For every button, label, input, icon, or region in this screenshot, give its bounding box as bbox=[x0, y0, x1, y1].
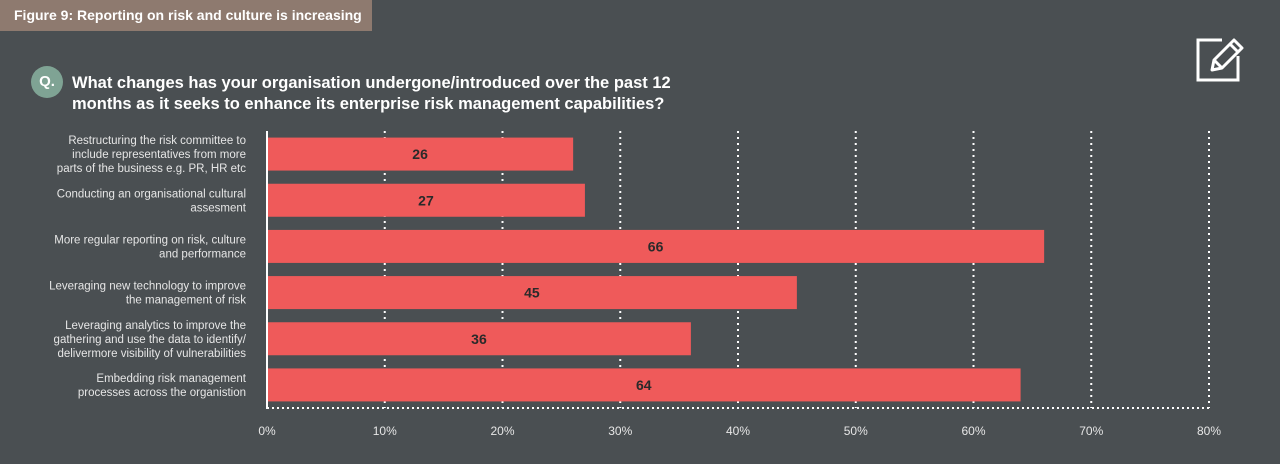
category-label-3-line-1: the management of risk bbox=[126, 295, 246, 307]
x-tick-label-8: 80% bbox=[1197, 424, 1221, 438]
bar-0 bbox=[268, 137, 574, 171]
x-tick-label-2: 20% bbox=[490, 424, 514, 438]
category-label-4-line-2: delivermore visibility of vulnerabilitie… bbox=[57, 348, 246, 360]
category-label-1-line-1: assesment bbox=[190, 202, 246, 214]
x-tick-label-0: 0% bbox=[258, 424, 276, 438]
bar-value-label-2: 66 bbox=[648, 238, 664, 254]
edit-pencil-icon bbox=[1196, 38, 1244, 82]
bar-value-label-3: 45 bbox=[524, 285, 540, 301]
category-label-5-line-1: processes across the organistion bbox=[78, 387, 246, 399]
bar-value-label-1: 27 bbox=[418, 192, 434, 208]
bar-value-label-4: 36 bbox=[471, 331, 487, 347]
bar-3 bbox=[268, 276, 797, 310]
category-label-4-line-1: gathering and use the data to identify/ bbox=[54, 334, 247, 346]
category-label-1: Conducting an organisational cultural ass… bbox=[57, 188, 247, 214]
question-badge: Q. bbox=[31, 66, 63, 98]
x-tick-label-4: 40% bbox=[726, 424, 750, 438]
category-label-3-line-0: Leveraging new technology to improve bbox=[49, 281, 246, 293]
category-label-0-line-1: include representatives from more bbox=[72, 149, 246, 161]
bar-1 bbox=[268, 183, 585, 217]
x-tick-label-3: 30% bbox=[608, 424, 632, 438]
category-label-4-line-0: Leveraging analytics to improve the bbox=[65, 320, 246, 332]
category-label-2-line-1: and performance bbox=[159, 248, 246, 260]
bar-2 bbox=[268, 229, 1045, 263]
x-tick-label-5: 50% bbox=[844, 424, 868, 438]
category-label-2: More regular reporting on risk, culture a… bbox=[54, 234, 246, 260]
question-line-1: What changes has your organisation under… bbox=[72, 74, 671, 92]
category-label-0-line-2: parts of the business e.g. PR, HR etc bbox=[57, 163, 246, 175]
category-label-0-line-0: Restructuring the risk committee to bbox=[68, 135, 246, 147]
x-tick-label-6: 60% bbox=[961, 424, 985, 438]
category-label-4: Leveraging analytics to improve the gathe… bbox=[54, 320, 247, 360]
question-line-2: months as it seeks to enhance its enterp… bbox=[72, 95, 665, 113]
category-label-5-line-0: Embedding risk management bbox=[96, 373, 246, 385]
bar-value-label-5: 64 bbox=[636, 377, 652, 393]
bar-value-label-0: 26 bbox=[412, 146, 428, 162]
category-label-1-line-0: Conducting an organisational cultural bbox=[57, 188, 246, 200]
category-label-2-line-0: More regular reporting on risk, culture bbox=[54, 234, 246, 246]
question-text: What changes has your organisation under… bbox=[72, 73, 812, 115]
bar-4 bbox=[268, 322, 691, 356]
x-tick-label-1: 10% bbox=[373, 424, 397, 438]
category-label-5: Embedding risk management processes acros… bbox=[78, 373, 247, 399]
category-label-3: Leveraging new technology to improve the … bbox=[49, 281, 246, 307]
figure-title: Figure 9: Reporting on risk and culture … bbox=[0, 0, 372, 31]
category-label-0: Restructuring the risk committee to inclu… bbox=[57, 135, 246, 175]
bar-5 bbox=[268, 368, 1021, 402]
x-tick-label-7: 70% bbox=[1079, 424, 1103, 438]
